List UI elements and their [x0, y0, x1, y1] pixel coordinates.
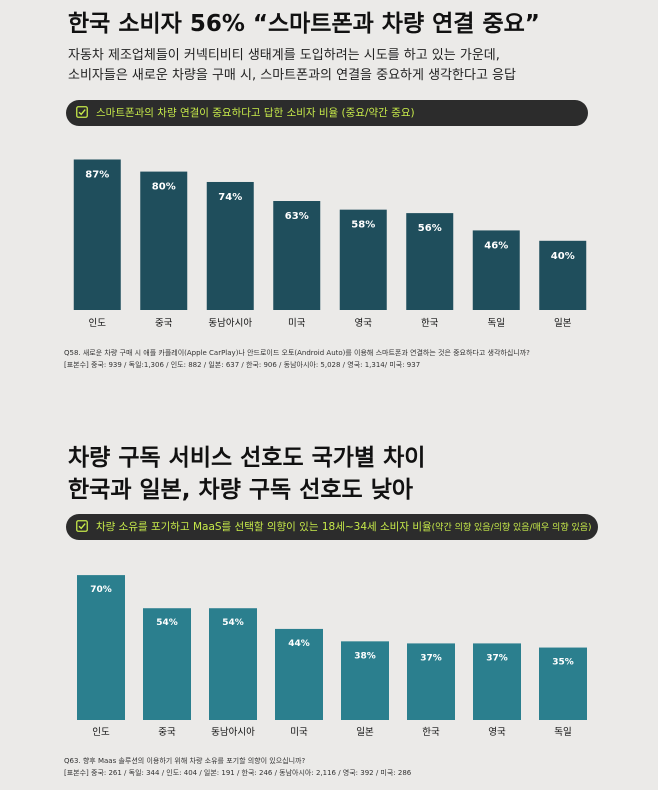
section-connectivity: 한국 소비자 56% “스마트폰과 차량 연결 중요” 자동차 제조업체들이 커… [64, 11, 588, 369]
bar-value-label: 74% [218, 192, 242, 203]
bar [77, 575, 125, 720]
bar [209, 608, 257, 720]
check-square-icon [76, 520, 88, 532]
section1-subtitle-line-1: 자동차 제조업체들이 커넥티비티 생태계를 도입하려는 시도를 하고 있는 가운… [68, 48, 500, 63]
bar [339, 209, 387, 310]
bar-value-label: 46% [484, 240, 508, 251]
bar [407, 643, 455, 720]
category-label: 일본 [554, 318, 572, 329]
section1-footnote-question: Q58. 새로운 차량 구매 시 애플 카플레이(Apple CarPlay)나… [64, 349, 530, 357]
section2-title-line-2: 한국과 일본, 차량 구독 선호도 낮아 [68, 477, 414, 503]
section1-subtitle-line-2: 소비자들은 새로운 차량을 구매 시, 스마트폰과의 연결을 중요하게 생각한다… [68, 68, 516, 83]
bar [206, 181, 254, 310]
bar-value-label: 54% [156, 618, 178, 628]
category-label: 미국 [290, 727, 308, 738]
category-label: 영국 [488, 727, 506, 738]
bar-value-label: 40% [551, 251, 575, 262]
bar [406, 213, 454, 310]
bar-value-label: 56% [418, 223, 442, 234]
category-label: 중국 [155, 318, 173, 329]
bar-value-label: 44% [288, 639, 310, 649]
section2-question-text: 차량 소유를 포기하고 MaaS를 선택할 의향이 있는 18세~34세 소비자… [96, 521, 432, 533]
bar [341, 641, 389, 720]
section1-footnote-sample: [표본수] 중국: 939 / 독일:1,306 / 인도: 882 / 일본:… [64, 361, 421, 369]
bar-value-label: 58% [351, 220, 375, 231]
bar [473, 643, 521, 720]
section2-footnote-question: Q63. 향후 Maas 솔루션의 이용하기 위해 차량 소유를 포기할 의향이… [64, 757, 306, 765]
bar-value-label: 80% [152, 182, 176, 193]
category-label: 독일 [554, 727, 571, 738]
bar [273, 201, 321, 310]
category-label: 인도 [89, 318, 107, 329]
section1-title: 한국 소비자 56% “스마트폰과 차량 연결 중요” [68, 11, 540, 37]
chart-subscription: 70% 인도 54% 중국 54% 동남아시아 44% 미국 38% 일본 37% 한국 37% 영국 35… [77, 575, 587, 738]
category-label: 독일 [488, 318, 505, 329]
bar [472, 230, 520, 310]
category-label: 동남아시아 [208, 318, 252, 329]
section-subscription: 차량 구독 서비스 선호도 국가별 차이 한국과 일본, 차량 구독 선호도 낮… [0, 430, 658, 790]
category-label: 미국 [288, 318, 306, 329]
bar-value-label: 37% [486, 653, 508, 663]
bar [539, 647, 587, 720]
bar [275, 628, 323, 720]
bar-value-label: 35% [552, 658, 574, 668]
section2-question-suffix: (약간 의향 있음/의향 있음/매우 의향 있음) [431, 523, 592, 533]
section2-footnote-sample: [표본수] 중국: 261 / 독일: 344 / 인도: 404 / 일본: … [64, 769, 412, 777]
check-square-icon [76, 106, 88, 118]
chart-connectivity: 87% 인도 80% 중국 74% 동남아시아 63% 미국 58% 영국 56% 한국 46% 독일 40… [73, 159, 587, 329]
bar [539, 240, 587, 310]
category-label: 인도 [92, 727, 110, 738]
category-label: 일본 [356, 727, 374, 738]
bar [143, 608, 191, 720]
bar [140, 171, 188, 310]
bar-value-label: 63% [285, 211, 309, 222]
category-label: 한국 [422, 727, 440, 738]
bar-value-label: 38% [354, 651, 376, 661]
bar-value-label: 70% [90, 585, 112, 595]
section2-question-pill: 차량 소유를 포기하고 MaaS를 선택할 의향이 있는 18세~34세 소비자… [66, 514, 598, 540]
section2-title-line-1: 차량 구독 서비스 선호도 국가별 차이 [68, 445, 426, 471]
section1-question-pill: 스마트폰과의 차량 연결이 중요하다고 답한 소비자 비율 (중요/약간 중요) [66, 100, 588, 126]
category-label: 한국 [421, 318, 439, 329]
bar-value-label: 37% [420, 653, 442, 663]
category-label: 동남아시아 [211, 727, 255, 738]
section1-question-text: 스마트폰과의 차량 연결이 중요하다고 답한 소비자 비율 (중요/약간 중요) [96, 107, 415, 119]
bar [73, 159, 121, 310]
bar-value-label: 87% [85, 169, 109, 180]
category-label: 중국 [158, 727, 176, 738]
bar-value-label: 54% [222, 618, 244, 628]
category-label: 영국 [355, 318, 373, 329]
